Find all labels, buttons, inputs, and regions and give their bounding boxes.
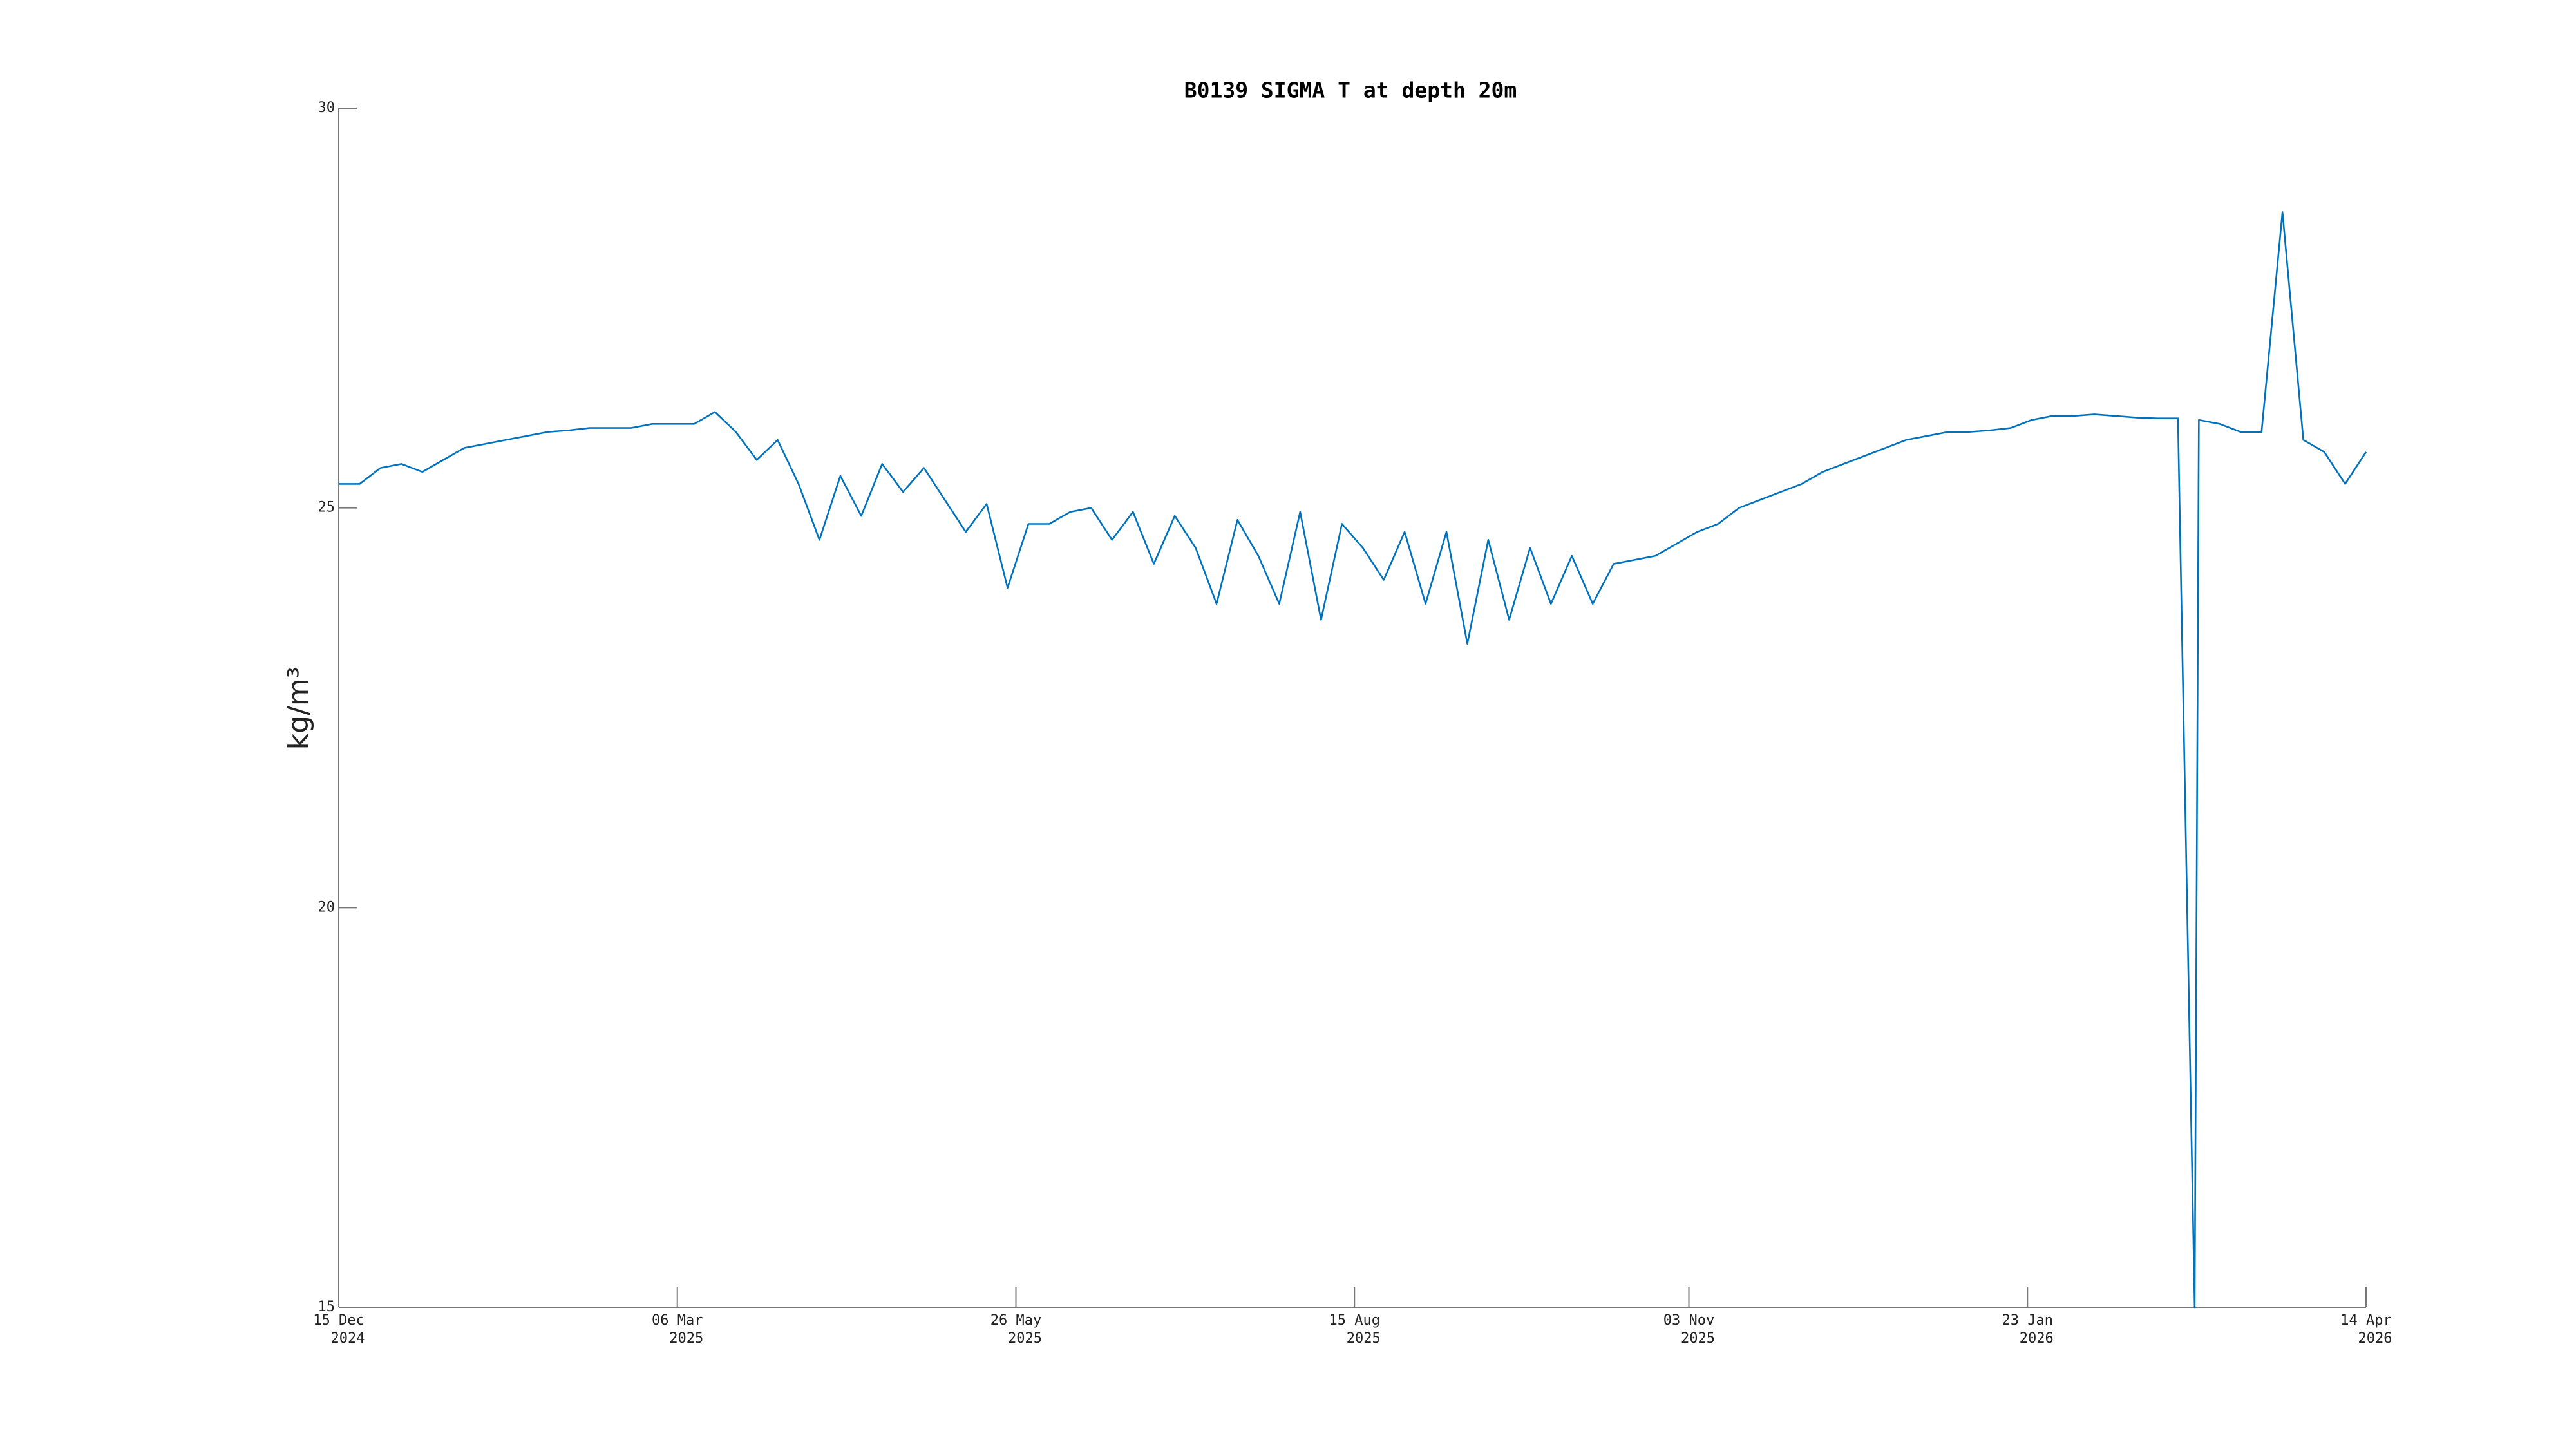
y-tick-label: 30 [318,100,336,116]
x-tick-label: 2025 [1347,1331,1381,1347]
x-tick-label: 15 Aug [1329,1312,1380,1329]
x-tick-label: 2026 [2020,1331,2054,1347]
data-line [339,211,2367,1309]
y-tick-label: 25 [318,500,336,516]
x-tick-label: 2025 [1681,1331,1715,1347]
x-tick-label: 14 Apr [2340,1312,2391,1329]
x-tick-label: 06 Mar [652,1312,703,1329]
x-tick-label: 15 Dec [313,1312,364,1329]
x-tick-label: 2025 [1008,1331,1042,1347]
y-axis-label: kg/m³ [282,667,315,750]
x-tick-label: 03 Nov [1663,1312,1714,1329]
x-tick-label: 2024 [331,1331,365,1347]
y-tick-label: 15 [318,1299,336,1315]
y-tick-label: 20 [318,899,336,915]
x-tick-label: 23 Jan [2002,1312,2053,1329]
x-tick-label: 26 May [990,1312,1041,1329]
x-tick-label: 2025 [669,1331,703,1347]
x-tick-label: 2026 [2358,1331,2392,1347]
chart-title: B0139 SIGMA T at depth 20m [1184,78,1517,103]
